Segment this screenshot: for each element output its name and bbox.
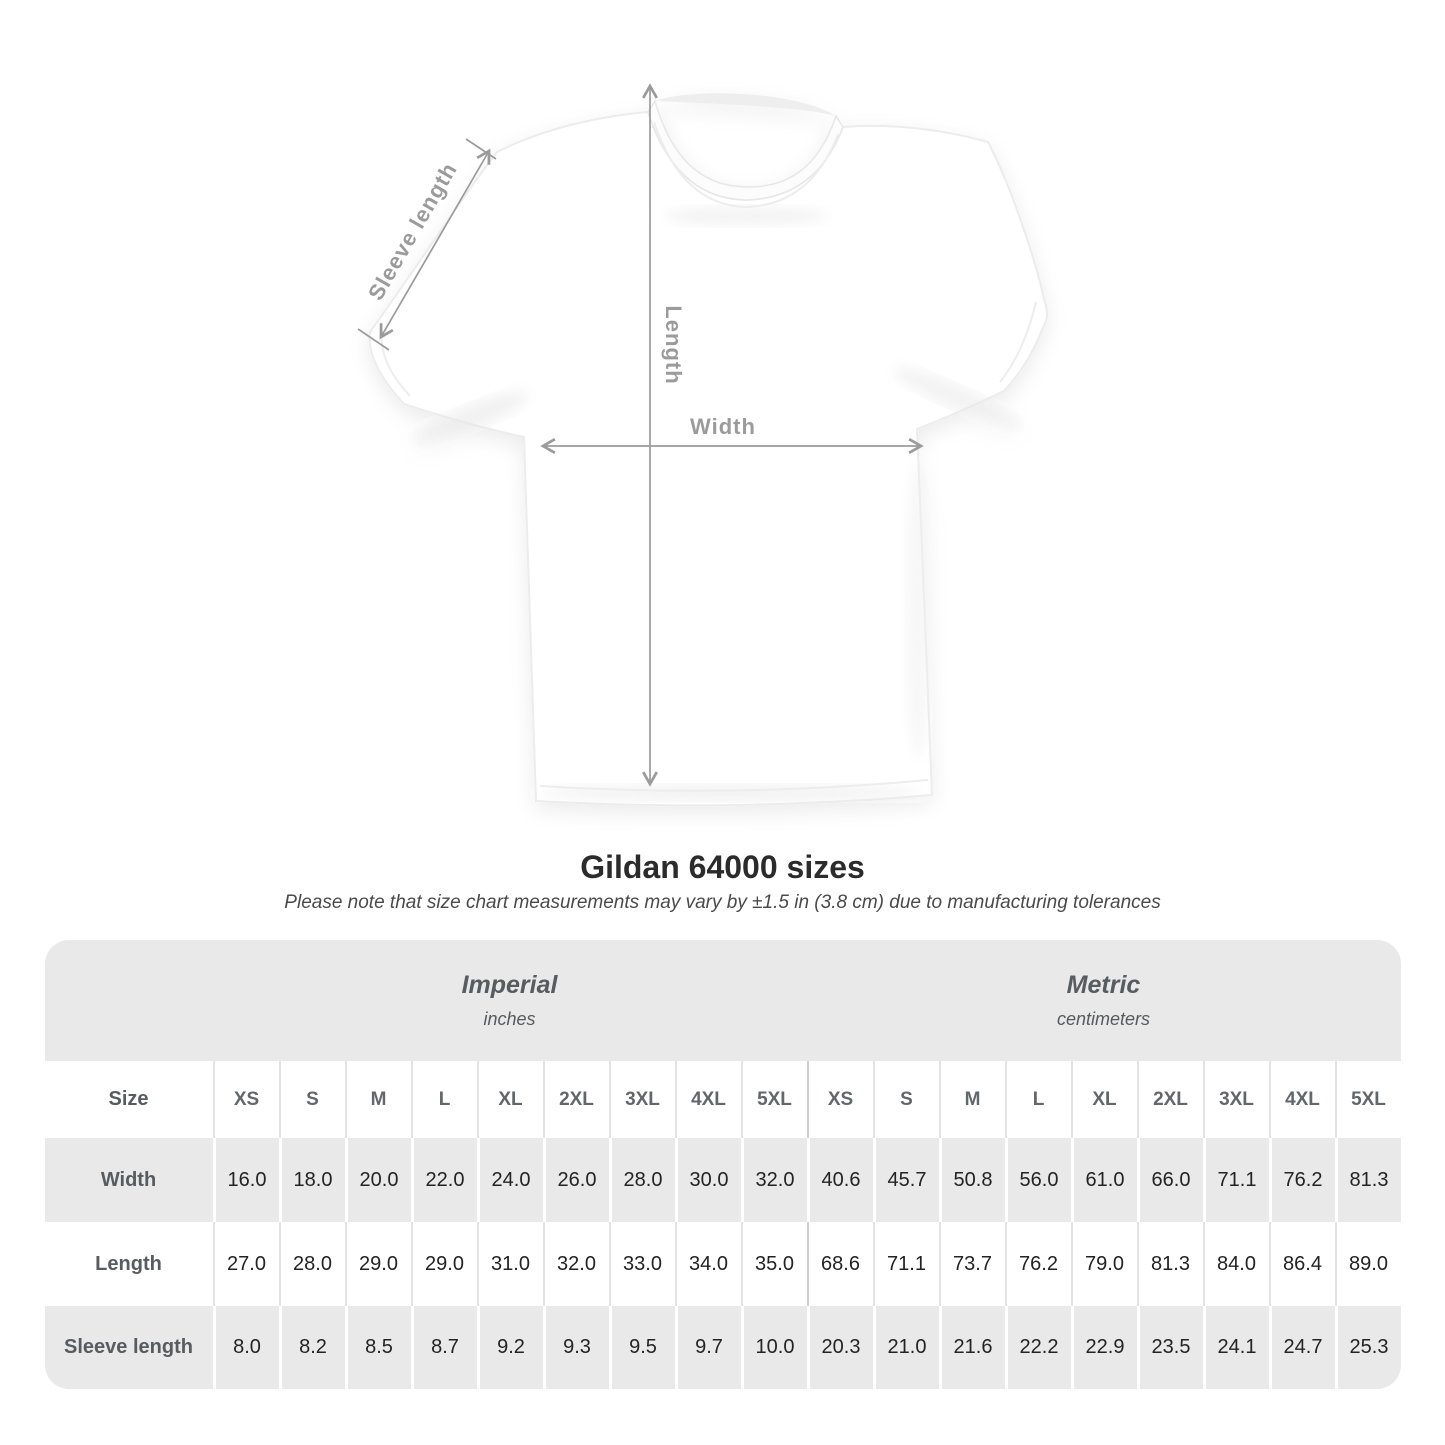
size-col-header: S [278,1061,345,1138]
tolerance-note: Please note that size chart measurements… [284,892,1161,913]
table-cell: 35.0 [740,1222,807,1306]
table-cell: 8.7 [410,1306,477,1389]
size-col-header: L [1004,1061,1071,1138]
row-label-sleeve-length: Sleeve length [44,1306,213,1389]
size-col-header: 4XL [1268,1061,1335,1138]
row-label-width: Width [44,1138,213,1222]
metric-label: Metric [1066,971,1141,999]
table-cell: 66.0 [1136,1138,1203,1222]
table-cell: 81.3 [1334,1138,1401,1222]
size-corner-header: Size [44,1061,213,1138]
table-cell: 28.0 [278,1222,345,1306]
size-table: Imperial inches Metric centimeters Size … [44,940,1401,1389]
size-col-header: 2XL [542,1061,609,1138]
table-cell: 10.0 [740,1306,807,1389]
table-cell: 30.0 [674,1138,741,1222]
table-cell: 9.5 [608,1306,675,1389]
table-cell: 27.0 [212,1222,279,1306]
table-cell: 20.3 [806,1306,873,1389]
metric-group-header: Metric centimeters [806,940,1401,1061]
table-cell: 81.3 [1136,1222,1203,1306]
imperial-label: Imperial [461,971,558,999]
table-cell: 16.0 [212,1138,279,1222]
row-label-length: Length [44,1222,213,1306]
table-cell: 18.0 [278,1138,345,1222]
table-cell: 21.0 [872,1306,939,1389]
table-cell: 45.7 [872,1138,939,1222]
metric-unit-label: centimeters [1056,1009,1151,1029]
table-cell: 8.0 [212,1306,279,1389]
band-spacer [44,940,213,1061]
table-cell: 8.5 [344,1306,411,1389]
table-cell: 8.2 [278,1306,345,1389]
table-cell: 22.9 [1070,1306,1137,1389]
table-cell: 9.7 [674,1306,741,1389]
table-cell: 79.0 [1070,1222,1137,1306]
sleeve-arrow-end-tick [465,138,497,160]
table-cell: 31.0 [476,1222,543,1306]
tshirt-measurement-diagram: Sleeve length Length Width [357,83,1049,807]
table-cell: 56.0 [1004,1138,1071,1222]
size-col-header: XL [1070,1061,1137,1138]
size-col-header: M [344,1061,411,1138]
table-cell: 32.0 [542,1222,609,1306]
size-col-header: XL [476,1061,543,1138]
table-cell: 23.5 [1136,1306,1203,1389]
size-col-header: 2XL [1136,1061,1203,1138]
size-col-header: 4XL [674,1061,741,1138]
table-cell: 76.2 [1268,1138,1335,1222]
table-cell: 86.4 [1268,1222,1335,1306]
table-cell: 29.0 [410,1222,477,1306]
size-col-header: M [938,1061,1005,1138]
size-col-header: XS [806,1061,873,1138]
table-cell: 24.1 [1202,1306,1269,1389]
table-cell: 26.0 [542,1138,609,1222]
table-cell: 20.0 [344,1138,411,1222]
size-col-header: 5XL [1334,1061,1401,1138]
size-col-header: 3XL [1202,1061,1269,1138]
size-col-header: S [872,1061,939,1138]
table-cell: 89.0 [1334,1222,1401,1306]
table-cell: 25.3 [1334,1306,1401,1389]
sleeve-arrow-start-tick [357,328,390,351]
tshirt-image [368,93,1049,807]
size-col-header: L [410,1061,477,1138]
imperial-group-header: Imperial inches [212,940,807,1061]
table-cell: 61.0 [1070,1138,1137,1222]
table-cell: 24.0 [476,1138,543,1222]
table-cell: 84.0 [1202,1222,1269,1306]
table-cell: 76.2 [1004,1222,1071,1306]
sleeve-length-arrow [379,148,491,340]
imperial-unit-label: inches [483,1009,536,1029]
width-label: Width [690,414,756,439]
table-cell: 28.0 [608,1138,675,1222]
table-cell: 40.6 [806,1138,873,1222]
table-cell: 32.0 [740,1138,807,1222]
table-cell: 73.7 [938,1222,1005,1306]
table-cell: 68.6 [806,1222,873,1306]
table-cell: 24.7 [1268,1306,1335,1389]
tshirt-diagram-svg: Sleeve length Length Width [357,83,1049,807]
table-cell: 50.8 [938,1138,1005,1222]
table-cell: 9.2 [476,1306,543,1389]
table-cell: 34.0 [674,1222,741,1306]
table-cell: 21.6 [938,1306,1005,1389]
table-cell: 22.0 [410,1138,477,1222]
table-cell: 71.1 [1202,1138,1269,1222]
size-col-header: 3XL [608,1061,675,1138]
table-cell: 9.3 [542,1306,609,1389]
length-label: Length [661,305,686,384]
table-cell: 33.0 [608,1222,675,1306]
size-col-header: XS [212,1061,279,1138]
page-title: Gildan 64000 sizes [580,849,865,885]
table-cell: 29.0 [344,1222,411,1306]
table-cell: 22.2 [1004,1306,1071,1389]
table-cell: 71.1 [872,1222,939,1306]
measurement-arrows [357,83,924,787]
size-col-header: 5XL [740,1061,807,1138]
